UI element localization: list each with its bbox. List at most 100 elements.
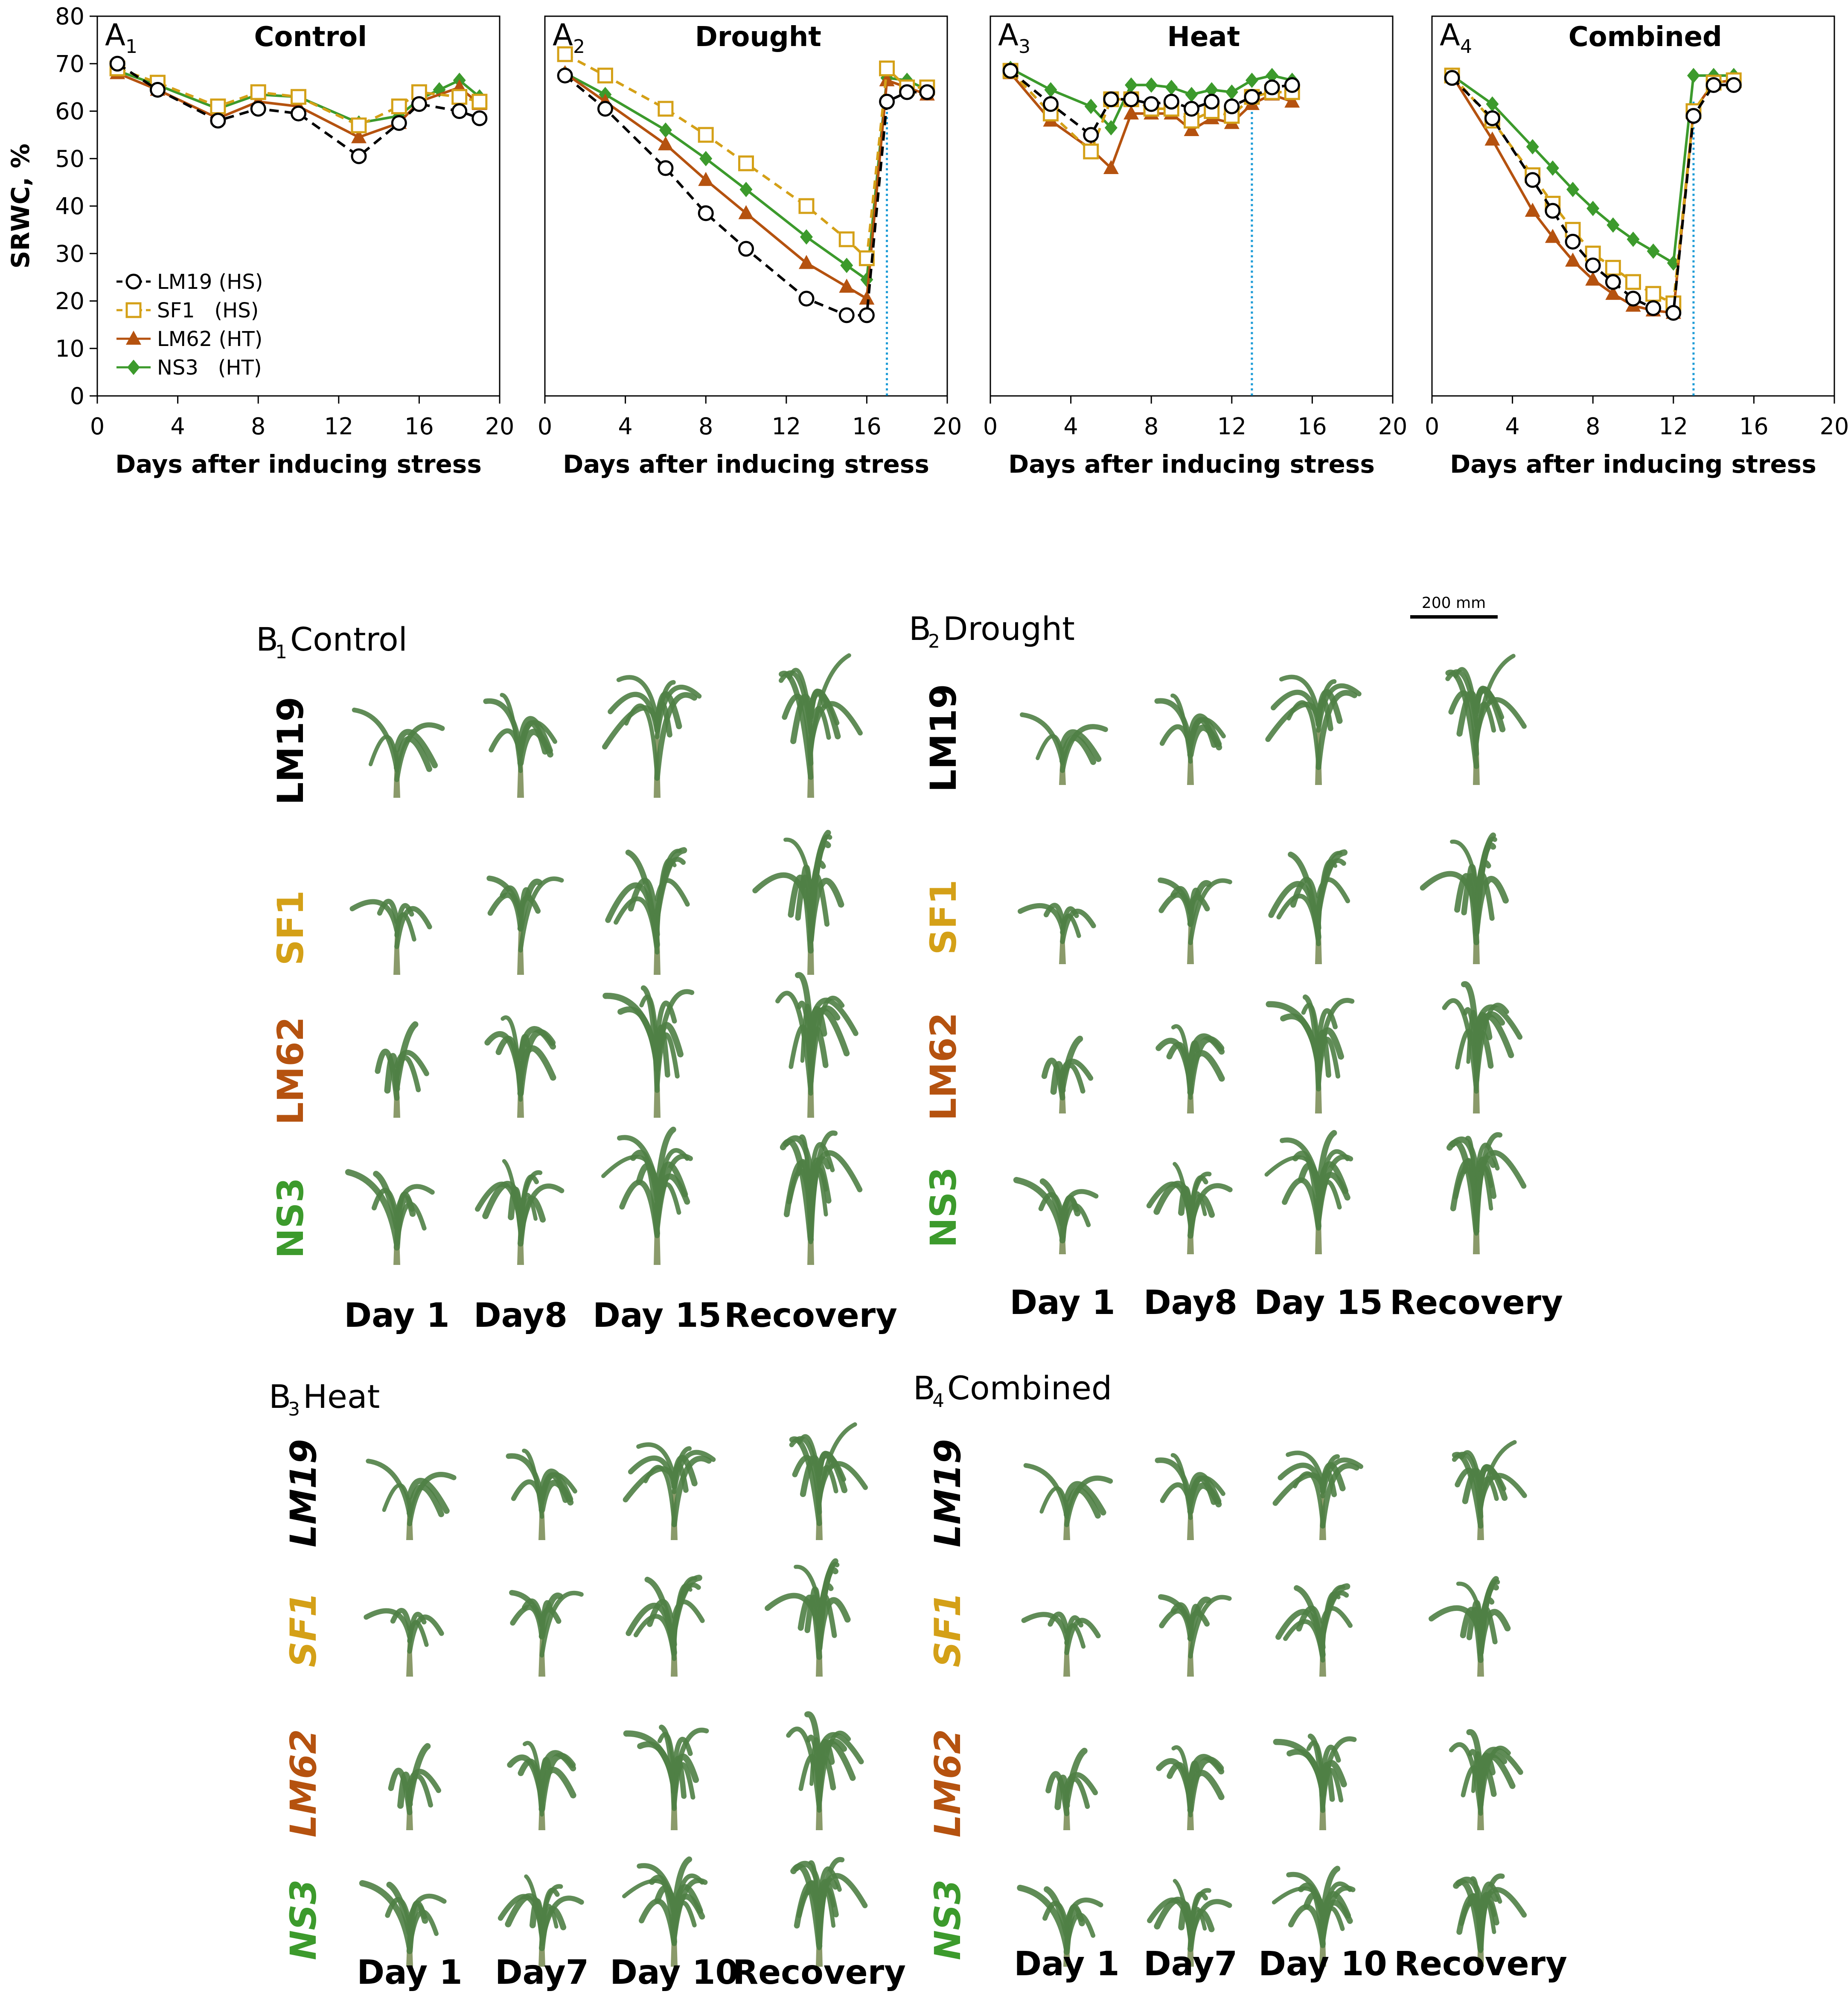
plant-leaf: [1265, 701, 1321, 742]
legend-label: NS3 (HT): [157, 356, 262, 380]
data-point-marker: [1284, 93, 1300, 108]
plant-leaf: [617, 1135, 660, 1190]
data-point-marker: [859, 290, 875, 305]
data-point-marker: [391, 115, 407, 131]
scale-bar-label: 200 mm: [1422, 594, 1486, 612]
data-point-marker: [471, 93, 488, 110]
plant: [1158, 1594, 1232, 1677]
plant-leaf: [816, 1583, 834, 1645]
panel-letter: B: [909, 610, 931, 648]
data-point-marker: [738, 155, 754, 172]
data-point-marker: [1245, 73, 1258, 88]
plant-leaf: [352, 707, 399, 773]
plant-leaf: [506, 1453, 545, 1503]
plant: [775, 972, 859, 1118]
plant-leaf: [1017, 903, 1065, 931]
data-point-marker: [411, 96, 427, 112]
panel-subscript: 2: [928, 631, 940, 652]
data-point-marker: [699, 151, 713, 166]
x-tick-label: 12: [1217, 413, 1246, 440]
x-tick-label: 16: [1298, 413, 1327, 440]
plant-leaf: [655, 680, 676, 728]
plant-leaf: [783, 1135, 814, 1175]
plant: [1266, 994, 1355, 1113]
plant-leaf: [1478, 1766, 1497, 1808]
panel-letter: A: [1440, 17, 1460, 52]
x-tick-label: 20: [485, 413, 515, 440]
plant: [375, 1021, 429, 1118]
plant: [352, 707, 445, 798]
data-point-marker: [840, 258, 853, 273]
plant: [349, 898, 432, 975]
plant-leaf: [671, 1575, 702, 1633]
x-tick-label: 8: [251, 413, 265, 440]
plant: [1442, 981, 1523, 1113]
plant: [1021, 1611, 1101, 1677]
plant-leaf: [1023, 1463, 1069, 1519]
legend-label: SF1 (HS): [157, 299, 259, 323]
plant-leaf: [390, 1608, 413, 1631]
x-tick-label: 20: [933, 413, 962, 440]
plant: [1155, 1453, 1225, 1540]
y-tick-label: 20: [55, 288, 84, 315]
plant: [1264, 1130, 1353, 1254]
chart-title: Combined: [1569, 21, 1722, 53]
x-axis-label: Days after inducing stress: [1008, 450, 1375, 479]
plant: [623, 1442, 716, 1540]
plant-leaf: [1188, 1888, 1211, 1929]
plant-leaf: [1474, 688, 1505, 720]
plant-leaf: [1320, 1454, 1340, 1490]
x-tick-label: 0: [538, 413, 552, 440]
photo-panel-b2: B2 Drought LM19 SF1 LM62 NS3 Day 1 Day8 Day 15 Re…: [909, 610, 1563, 1322]
plant: [778, 653, 863, 798]
plant-leaf: [817, 1884, 836, 1936]
data-point-marker: [798, 291, 815, 307]
plant-leaf: [539, 1757, 552, 1786]
data-point-marker: [919, 84, 935, 100]
plant-leaf: [1276, 893, 1321, 946]
data-point-marker: [1647, 243, 1660, 259]
day-label: Recovery: [733, 1953, 906, 1992]
genotype-label: LM62: [282, 1729, 324, 1837]
plant-leaf: [1187, 1756, 1224, 1814]
day-label: Day 1: [344, 1296, 449, 1335]
plant-leaf: [1320, 1762, 1335, 1802]
plant-leaf: [1188, 1171, 1212, 1214]
data-point-marker: [1044, 82, 1057, 98]
plant-leaf: [633, 1614, 677, 1661]
plant-leaf: [407, 1620, 429, 1647]
series-line-0: [116, 62, 480, 158]
data-point-marker: [1625, 274, 1641, 290]
data-point-marker: [557, 46, 573, 62]
plant-leaf: [1063, 1747, 1088, 1806]
data-point-marker: [1042, 96, 1059, 112]
panel-subscript: 3: [288, 1398, 300, 1420]
genotype-label: LM62: [270, 1017, 311, 1125]
y-tick-label: 0: [70, 383, 84, 410]
plant: [602, 675, 702, 798]
data-point-marker: [1224, 98, 1240, 114]
plant: [1265, 674, 1362, 785]
plant-leaf: [366, 1459, 412, 1518]
plant-leaf: [1166, 1042, 1194, 1095]
plant-leaf: [1286, 700, 1321, 770]
day-label: Recovery: [1390, 1284, 1563, 1322]
data-point-marker: [1627, 231, 1640, 247]
plant: [1041, 1035, 1094, 1113]
day-label: Day7: [1144, 1945, 1237, 1983]
panel-letter: A: [998, 17, 1019, 52]
x-axis-label: Days after inducing stress: [115, 450, 482, 479]
plant-leaf: [643, 1465, 676, 1527]
plant-leaf: [671, 1884, 703, 1925]
plant-leaf: [1473, 860, 1491, 929]
data-point-marker: [1103, 160, 1119, 174]
panel-title: Control: [290, 620, 407, 658]
plant-leaf: [345, 1169, 400, 1247]
plant-leaf: [655, 1000, 677, 1041]
plant-leaf: [1041, 1058, 1065, 1101]
data-point-marker: [1586, 201, 1600, 216]
data-point-marker: [125, 273, 142, 290]
data-point-marker: [1484, 131, 1500, 146]
data-point-marker: [1545, 203, 1561, 219]
